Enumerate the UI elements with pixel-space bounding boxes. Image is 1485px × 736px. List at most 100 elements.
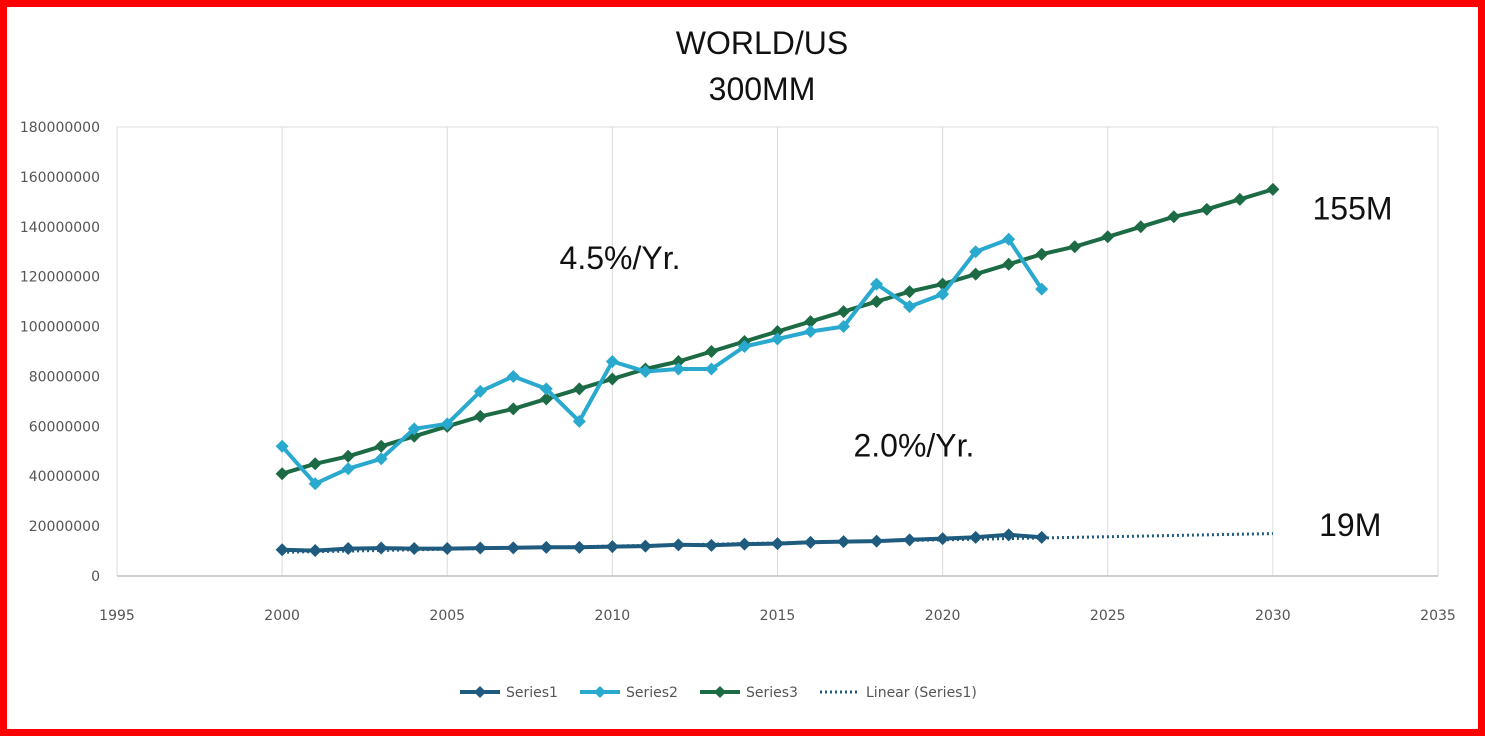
data-point	[671, 354, 685, 368]
data-point	[1035, 247, 1049, 261]
data-point	[671, 362, 685, 376]
data-point	[804, 535, 818, 549]
legend-marker	[714, 686, 726, 698]
x-tick-label: 2030	[1255, 608, 1291, 624]
data-point	[572, 382, 586, 396]
data-point	[1266, 182, 1280, 196]
legend-marker	[474, 686, 486, 698]
data-point	[737, 537, 751, 551]
x-tick-label: 2015	[760, 608, 796, 624]
data-point	[275, 543, 289, 557]
data-point	[407, 542, 421, 556]
x-tick-label: 2025	[1090, 608, 1126, 624]
data-point	[870, 277, 884, 291]
series-line	[280, 237, 1044, 486]
chart-axes: 0 20000000 40000000 60000000 80000000 1000000…	[20, 120, 1456, 624]
trendline	[282, 532, 1273, 554]
data-point	[1068, 240, 1082, 254]
data-point	[837, 305, 851, 319]
legend-marker	[594, 686, 606, 698]
chart-grid	[116, 126, 1439, 576]
data-point	[407, 422, 421, 436]
annotation-label: 19M	[1319, 507, 1381, 543]
data-point	[969, 267, 983, 281]
y-tick-label: 180000000	[20, 120, 100, 136]
legend-item: Linear (Series1)	[820, 685, 977, 701]
chart-title-line-2: 300MM	[709, 71, 816, 107]
data-point	[936, 287, 950, 301]
series-series2	[275, 232, 1049, 491]
data-point	[704, 362, 718, 376]
data-point	[771, 332, 784, 346]
data-point	[1134, 220, 1148, 234]
data-point	[1101, 230, 1115, 244]
data-point	[308, 544, 322, 558]
legend-label: Linear (Series1)	[866, 685, 977, 701]
data-point	[870, 295, 884, 309]
y-tick-label: 40000000	[29, 469, 100, 485]
data-point	[638, 539, 652, 553]
series-linear-series1	[282, 532, 1273, 554]
data-point	[473, 409, 487, 423]
data-point	[804, 315, 818, 329]
annotation-label: 4.5%/Yr.	[560, 240, 681, 276]
chart-annotations: 4.5%/Yr. 2.0%/Yr. 155M 19M	[560, 190, 1393, 543]
x-tick-label: 2035	[1420, 608, 1456, 624]
annotation-label: 155M	[1313, 190, 1393, 226]
data-point	[638, 364, 652, 378]
x-tick-label: 1995	[99, 608, 135, 624]
chart-title-line-1: WORLD/US	[676, 25, 848, 61]
data-point	[737, 340, 751, 354]
legend-item: Series2	[580, 685, 678, 701]
data-point	[1200, 202, 1214, 216]
data-point	[837, 320, 851, 334]
legend-label: Series2	[626, 685, 678, 701]
data-point	[341, 542, 355, 556]
y-tick-label: 0	[91, 569, 100, 585]
x-tick-label: 2005	[429, 608, 465, 624]
data-point	[539, 392, 553, 406]
data-point	[275, 439, 289, 453]
legend-item: Series1	[460, 685, 558, 701]
annotation-label: 2.0%/Yr.	[853, 427, 974, 463]
chart-title: WORLD/US 300MM	[676, 25, 848, 107]
data-point	[572, 540, 586, 554]
data-point	[374, 541, 388, 555]
data-point	[572, 414, 586, 428]
data-point	[440, 417, 454, 431]
data-point	[473, 541, 487, 555]
data-point	[605, 372, 619, 386]
y-tick-label: 20000000	[29, 519, 100, 535]
data-point	[771, 325, 784, 339]
data-point	[1002, 232, 1016, 246]
chart-series	[275, 182, 1280, 558]
legend-item: Series3	[700, 685, 798, 701]
legend-label: Series3	[746, 685, 798, 701]
data-point	[1035, 530, 1049, 544]
y-tick-label: 140000000	[20, 220, 100, 236]
chart-legend: Series1 Series2 Series3 Linear (Series1)	[460, 685, 977, 701]
data-point	[1002, 528, 1016, 542]
data-point	[870, 534, 884, 548]
data-point	[341, 449, 355, 463]
data-point	[308, 457, 322, 471]
data-point	[969, 245, 983, 259]
y-tick-label: 80000000	[29, 369, 100, 385]
data-point	[341, 462, 355, 476]
data-point	[506, 402, 520, 416]
data-point	[1233, 192, 1247, 206]
data-point	[506, 369, 520, 383]
data-point	[903, 300, 917, 314]
data-point	[1167, 210, 1181, 224]
data-point	[969, 530, 983, 544]
data-point	[1002, 257, 1016, 271]
y-tick-label: 100000000	[20, 320, 100, 336]
data-point	[374, 452, 388, 466]
data-point	[308, 477, 322, 491]
data-point	[605, 354, 619, 368]
series-series1	[275, 528, 1049, 558]
series-line	[282, 532, 1042, 553]
data-point	[539, 382, 553, 396]
data-point	[473, 384, 487, 398]
